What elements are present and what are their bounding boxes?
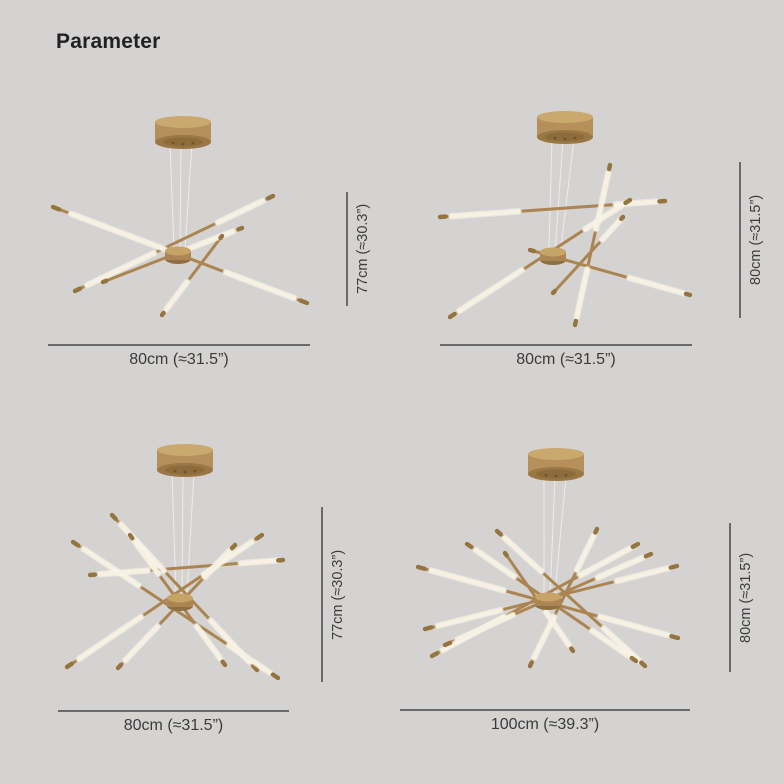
page-title: Parameter <box>56 30 161 53</box>
led-arms <box>437 162 693 328</box>
width-dimension-line-bottom-right <box>400 709 690 711</box>
center-hub <box>167 593 193 611</box>
chandelier-image-bottom-left <box>64 444 286 681</box>
width-dimension-line-top-right <box>440 344 692 346</box>
width-dimension-label-top-right: 80cm (≈31.5”) <box>516 351 616 368</box>
width-dimension-label-bottom-right: 100cm (≈39.3”) <box>490 716 600 733</box>
width-dimension-label-bottom-left: 80cm (≈31.5”) <box>123 717 224 734</box>
led-arms <box>50 193 310 318</box>
chandelier-image-bottom-right <box>415 448 681 669</box>
suspension-cables <box>548 138 575 254</box>
suspension-cables <box>171 471 195 599</box>
height-dimension-label-bottom-left: 77cm (≈30.3”) <box>330 549 346 640</box>
suspension-cables <box>169 143 193 253</box>
height-dimension-label-bottom-right: 80cm (≈31.5”) <box>738 552 754 643</box>
center-hub <box>165 246 191 264</box>
width-dimension-line-top-left <box>48 344 310 346</box>
chandelier-image-top-right <box>437 111 693 328</box>
ceiling-canopy <box>528 448 584 481</box>
height-dimension-line-bottom-left <box>321 507 323 682</box>
chandelier-image-top-left <box>50 116 310 318</box>
ceiling-canopy <box>157 444 213 477</box>
center-hub <box>540 247 566 265</box>
height-dimension-line-top-left <box>346 192 348 306</box>
center-hub <box>535 592 561 610</box>
height-dimension-line-top-right <box>739 162 741 318</box>
ceiling-canopy <box>537 111 593 144</box>
led-arms <box>415 526 681 669</box>
width-dimension-label-top-left: 80cm (≈31.5”) <box>129 351 229 368</box>
width-dimension-line-bottom-left <box>58 710 289 712</box>
led-arms <box>64 512 286 681</box>
height-dimension-label-top-right: 80cm (≈31.5”) <box>748 194 764 286</box>
height-dimension-line-bottom-right <box>729 523 731 672</box>
height-dimension-label-top-left: 77cm (≈30.3”) <box>355 203 371 295</box>
ceiling-canopy <box>155 116 211 149</box>
